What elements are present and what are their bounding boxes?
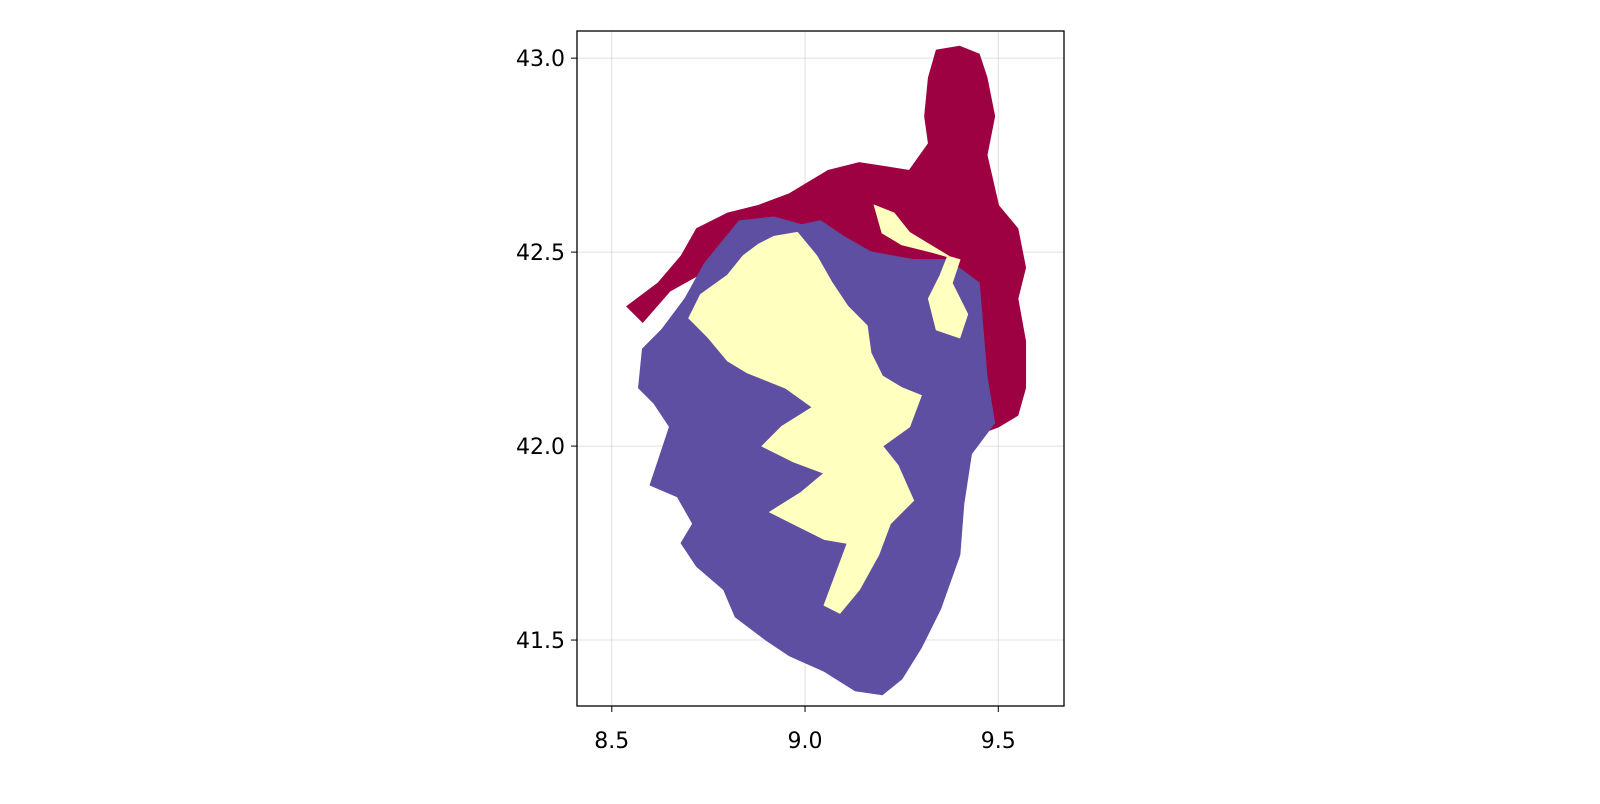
map-regions [626, 45, 1027, 696]
y-tick-label: 42.0 [516, 435, 565, 460]
map-region-class-2 [688, 231, 922, 614]
map-region-class-2 [873, 204, 969, 339]
x-tick-label: 8.5 [594, 729, 629, 754]
x-tick-label: 9.5 [981, 729, 1016, 754]
axis-ticks: 8.5 9.0 9.5 41.5 42.0 42.5 43.0 [516, 47, 1016, 754]
plot-frame [576, 30, 1065, 707]
y-tick-label: 43.0 [516, 47, 565, 72]
y-tick-label: 42.5 [516, 241, 565, 266]
y-tick-label: 41.5 [516, 629, 565, 654]
x-tick-label: 9.0 [788, 729, 823, 754]
